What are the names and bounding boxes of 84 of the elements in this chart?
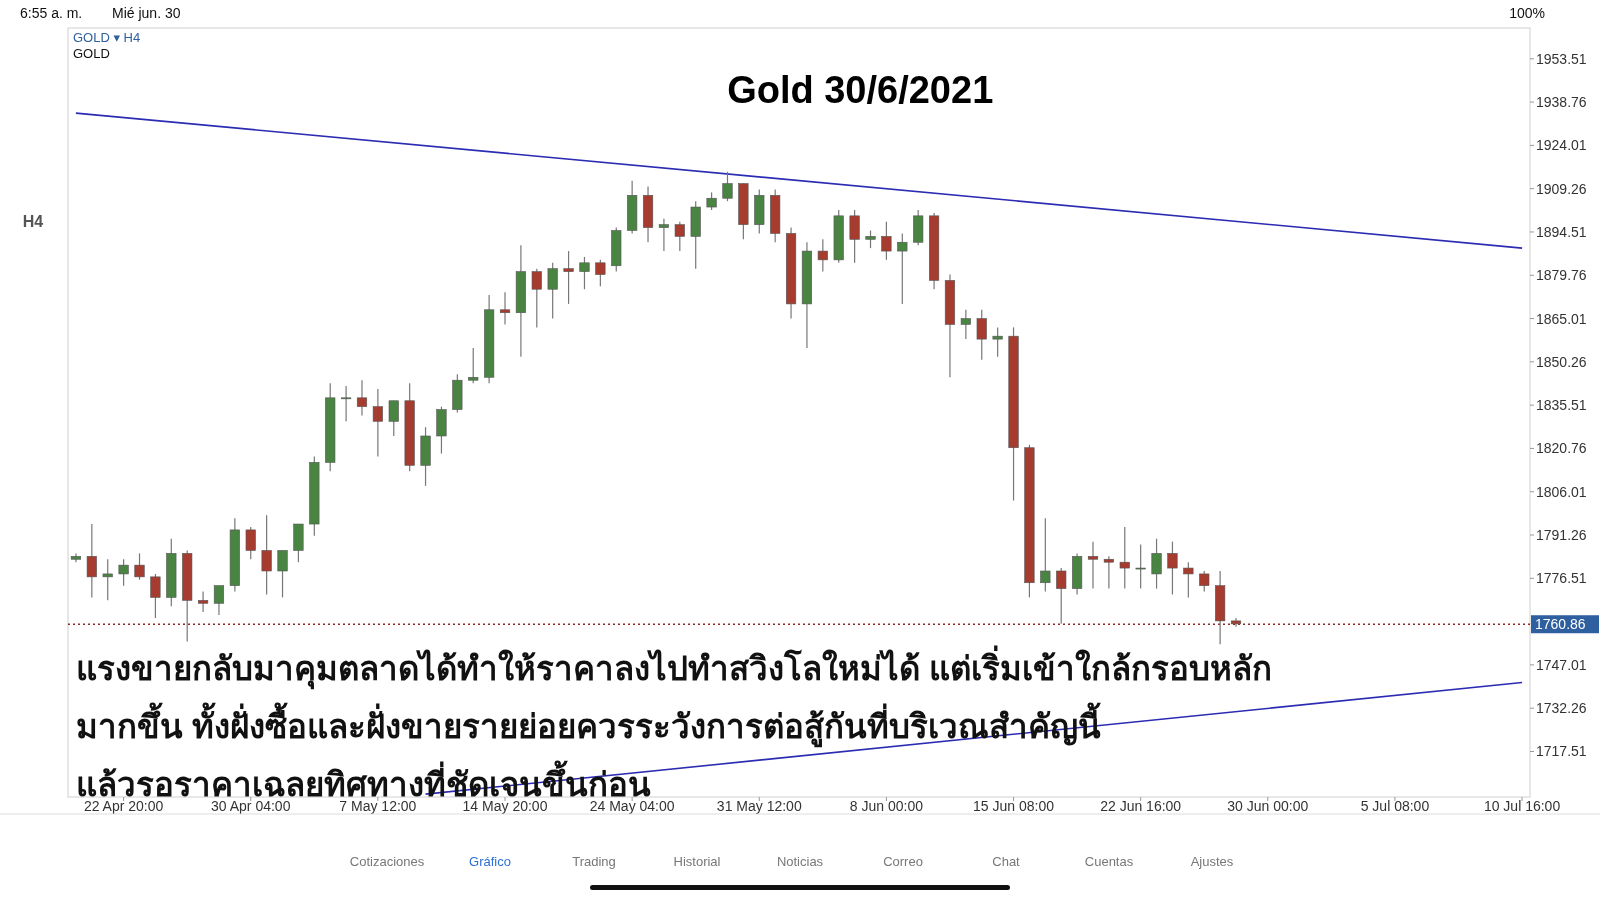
y-tick-label: 1806.01: [1536, 483, 1587, 500]
candlestick: [579, 256, 590, 290]
text: Mié jun. 30: [112, 5, 181, 21]
candlestick: [388, 400, 399, 437]
text: 100%: [1509, 5, 1545, 21]
candlestick: [134, 552, 145, 581]
candlestick: [992, 326, 1003, 358]
candlestick: [674, 221, 685, 252]
text: Correo: [883, 854, 923, 869]
text: Ajustes: [1190, 854, 1234, 869]
candlestick: [547, 262, 558, 320]
ref-line-label: 1760.86: [1535, 616, 1586, 633]
x-tick-label: 15 Jun 08:00: [973, 798, 1055, 814]
candlestick: [976, 309, 987, 361]
y-tick-label: 1909.26: [1536, 180, 1587, 197]
candlestick: [341, 385, 352, 422]
text: Trading: [572, 854, 616, 869]
x-tick-label: 5 Jul 08:00: [1360, 798, 1430, 814]
candlestick: [1135, 543, 1146, 590]
y-tick-label: 1938.76: [1536, 94, 1587, 111]
text: Gráfico: [469, 854, 511, 869]
candlestick: [531, 268, 542, 328]
candlestick: [1040, 517, 1051, 593]
candlestick: [722, 171, 733, 202]
annotation: GOLD ▾ H4: [73, 30, 141, 45]
candlestick: [1151, 538, 1162, 590]
y-tick-label: 1732.26: [1536, 700, 1587, 717]
candlestick: [817, 238, 828, 273]
text: Cotizaciones: [349, 854, 425, 869]
candlestick: [372, 388, 383, 458]
y-tick-label: 1850.26: [1536, 353, 1587, 370]
y-tick-label: 1717.51: [1536, 743, 1587, 760]
y-tick-label: 1776.51: [1536, 570, 1587, 587]
x-tick-label: 24 May 04:00: [589, 798, 675, 814]
text: Noticias: [776, 854, 824, 869]
candlestick: [356, 379, 368, 417]
candlestick: [595, 259, 606, 287]
x-tick-label: 10 Jul 16:00: [1483, 798, 1561, 814]
y-tick-label: 1791.26: [1536, 527, 1587, 544]
y-tick-label: 1879.76: [1536, 267, 1587, 284]
candlestick: [198, 590, 209, 613]
text: Chat: [992, 854, 1021, 869]
candlestick: [1167, 541, 1178, 596]
y-tick-label: 1835.51: [1536, 397, 1587, 414]
candlestick: [499, 291, 511, 326]
candlestick: [150, 573, 161, 619]
x-tick-label: 30 Jun 00:00: [1227, 798, 1309, 814]
candlestick: [960, 309, 971, 340]
candlestick: [881, 221, 892, 261]
candlestick: [1103, 555, 1114, 590]
text: H4: [22, 213, 44, 230]
candlestick: [1087, 541, 1099, 590]
y-tick-label: 1820.76: [1536, 440, 1587, 457]
y-tick-label: 1747.01: [1536, 656, 1587, 673]
annotation: GOLD: [73, 46, 110, 61]
candlestick: [658, 218, 669, 252]
candlestick: [261, 514, 272, 596]
candlestick: [245, 526, 256, 560]
candlestick: [1056, 567, 1067, 625]
candlestick: [897, 232, 908, 305]
candlestick: [468, 347, 479, 384]
x-tick-label: 22 Jun 16:00: [1100, 798, 1182, 814]
y-tick-label: 1953.51: [1536, 50, 1587, 67]
text: Historial: [673, 854, 721, 869]
x-tick-label: 8 Jun 00:00: [849, 798, 924, 814]
candlestick: [1230, 617, 1242, 628]
y-tick-label: 1894.51: [1536, 223, 1587, 240]
candlestick: [213, 585, 225, 616]
candlestick: [1183, 561, 1194, 599]
y-tick-label: 1924.01: [1536, 137, 1587, 154]
candlestick: [563, 250, 574, 305]
candlestick: [102, 558, 113, 601]
candlestick: [277, 549, 288, 599]
candlestick: [1119, 526, 1130, 590]
text: 6:55 a. m.: [20, 5, 83, 21]
candlestick: [849, 209, 860, 264]
candlestick: [1199, 570, 1210, 593]
x-tick-label: 31 May 12:00: [716, 798, 802, 814]
y-tick-label: 1865.01: [1536, 310, 1587, 327]
text: Gold 30/6/2021: [727, 69, 994, 111]
candlestick: [118, 558, 129, 587]
candlestick: [86, 523, 97, 599]
text: Cuentas: [1084, 854, 1134, 869]
candlestick: [70, 552, 82, 563]
